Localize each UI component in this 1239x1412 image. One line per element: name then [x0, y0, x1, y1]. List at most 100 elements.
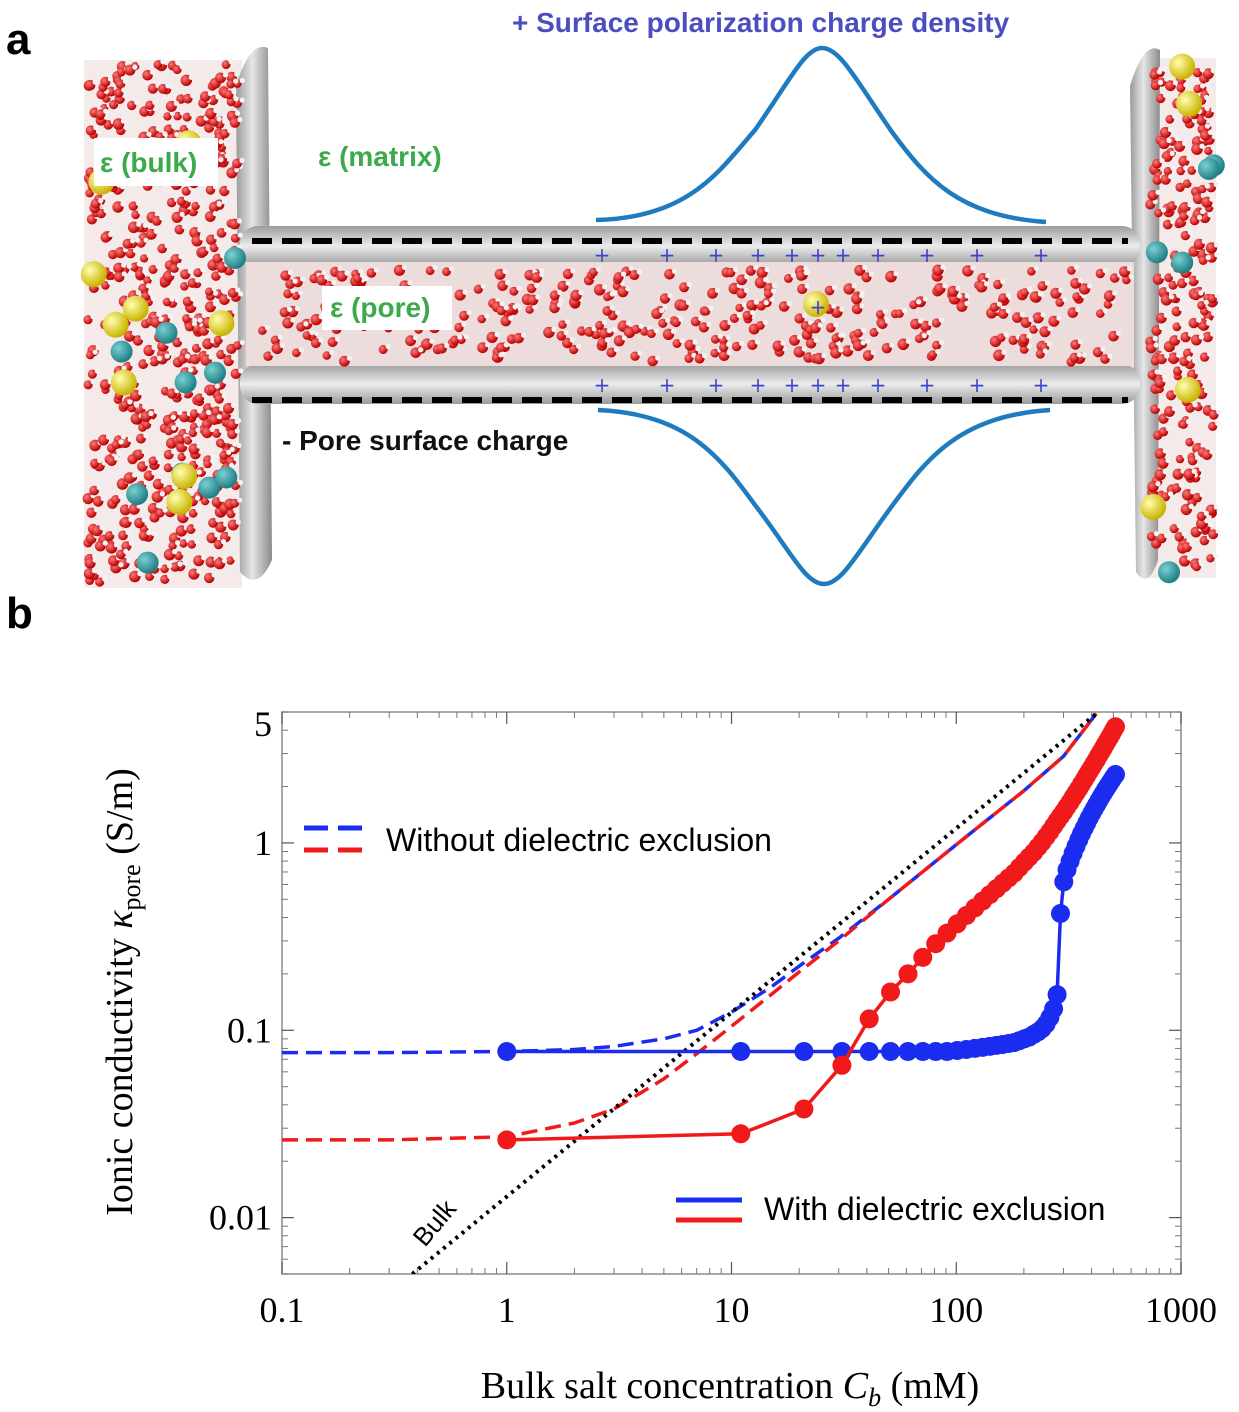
- water-hydrogen: [595, 266, 602, 272]
- water-hydrogen: [503, 342, 509, 348]
- water-hydrogen: [96, 484, 102, 491]
- water-oxygen: [163, 112, 172, 121]
- water-hydrogen: [134, 402, 140, 408]
- water-hydrogen: [1200, 443, 1206, 449]
- y-axis-title-sub: pore: [117, 864, 146, 910]
- right-membrane-wall: [1130, 48, 1160, 579]
- water-hydrogen: [1188, 331, 1194, 337]
- water-hydrogen: [964, 300, 970, 306]
- ion-sphere-teal: [126, 483, 149, 506]
- water-hydrogen: [103, 108, 109, 114]
- water-oxygen: [182, 93, 193, 104]
- water-hydrogen: [448, 266, 455, 272]
- water-hydrogen: [196, 443, 202, 449]
- water-oxygen: [213, 335, 223, 345]
- water-hydrogen: [466, 310, 472, 316]
- water-hydrogen: [120, 118, 127, 124]
- water-hydrogen: [121, 87, 127, 93]
- water-oxygen: [230, 233, 240, 243]
- water-oxygen: [1197, 301, 1206, 310]
- water-hydrogen: [1165, 426, 1172, 432]
- water-oxygen: [684, 353, 694, 363]
- water-hydrogen: [604, 337, 611, 343]
- water-oxygen: [932, 340, 942, 350]
- water-hydrogen: [197, 317, 203, 323]
- water-hydrogen: [287, 306, 293, 312]
- water-hydrogen: [373, 267, 379, 273]
- water-hydrogen: [1167, 126, 1174, 133]
- ion-sphere-yellow: [1140, 493, 1167, 520]
- water-hydrogen: [145, 283, 151, 289]
- water-oxygen: [764, 289, 773, 299]
- water-hydrogen: [864, 338, 871, 344]
- water-oxygen: [170, 562, 180, 572]
- water-oxygen: [86, 351, 95, 360]
- water-hydrogen: [1058, 287, 1064, 293]
- water-hydrogen: [480, 283, 486, 289]
- water-oxygen: [442, 267, 451, 277]
- water-oxygen: [89, 485, 100, 496]
- water-hydrogen: [860, 340, 866, 346]
- water-hydrogen: [744, 287, 750, 294]
- water-oxygen: [160, 314, 170, 324]
- water-hydrogen: [188, 74, 194, 80]
- eps-pore-label: ε (pore): [330, 292, 430, 323]
- water-oxygen: [1172, 322, 1182, 332]
- water-hydrogen: [173, 100, 179, 106]
- water-hydrogen: [181, 550, 187, 556]
- water-hydrogen: [432, 265, 438, 271]
- water-oxygen: [127, 100, 137, 111]
- water-hydrogen: [167, 573, 173, 580]
- water-hydrogen: [145, 358, 151, 364]
- water-hydrogen: [287, 270, 294, 276]
- water-hydrogen: [239, 97, 245, 103]
- water-hydrogen: [1210, 404, 1216, 410]
- water-oxygen: [186, 524, 196, 535]
- water-hydrogen: [1213, 242, 1220, 248]
- water-oxygen: [726, 267, 736, 278]
- water-hydrogen: [1199, 143, 1205, 149]
- legend-without: Without dielectric exclusion: [304, 822, 772, 858]
- water-oxygen: [1035, 349, 1045, 359]
- water-hydrogen: [1204, 94, 1210, 101]
- water-oxygen: [719, 342, 729, 352]
- water-oxygen: [220, 128, 230, 139]
- water-hydrogen: [1210, 68, 1216, 74]
- water-hydrogen: [813, 337, 819, 343]
- water-oxygen: [425, 266, 435, 276]
- water-oxygen: [996, 333, 1006, 343]
- water-oxygen: [647, 329, 656, 339]
- water-hydrogen: [126, 558, 132, 564]
- water-hydrogen: [862, 264, 868, 270]
- water-hydrogen: [609, 291, 615, 297]
- water-hydrogen: [136, 221, 142, 227]
- water-oxygen: [145, 100, 155, 111]
- water-hydrogen: [177, 410, 183, 416]
- water-hydrogen: [1197, 214, 1203, 220]
- water-hydrogen: [1160, 207, 1167, 213]
- ion-sphere-yellow: [1174, 376, 1201, 403]
- water-hydrogen: [190, 93, 196, 99]
- polarization-curve-bottom: [597, 407, 1051, 587]
- plus-charge-bottom: +: [969, 373, 986, 397]
- water-hydrogen: [685, 299, 692, 306]
- water-oxygen: [993, 279, 1003, 290]
- x-tick-label: 1: [498, 1290, 516, 1330]
- water-hydrogen: [159, 215, 165, 221]
- water-hydrogen: [335, 336, 341, 342]
- legend-with-label: With dielectric exclusion: [764, 1191, 1105, 1227]
- water-hydrogen: [671, 268, 678, 274]
- water-oxygen: [1055, 298, 1065, 307]
- water-hydrogen: [741, 302, 748, 308]
- water-oxygen: [1204, 146, 1213, 156]
- water-hydrogen: [1213, 181, 1219, 188]
- water-oxygen: [1147, 370, 1157, 380]
- water-hydrogen: [1184, 277, 1190, 283]
- water-hydrogen: [429, 338, 435, 344]
- water-oxygen: [209, 117, 219, 127]
- water-hydrogen: [1102, 267, 1108, 274]
- water-oxygen: [1152, 175, 1163, 185]
- water-hydrogen: [762, 319, 769, 325]
- water-oxygen: [595, 320, 605, 330]
- water-hydrogen: [817, 322, 823, 328]
